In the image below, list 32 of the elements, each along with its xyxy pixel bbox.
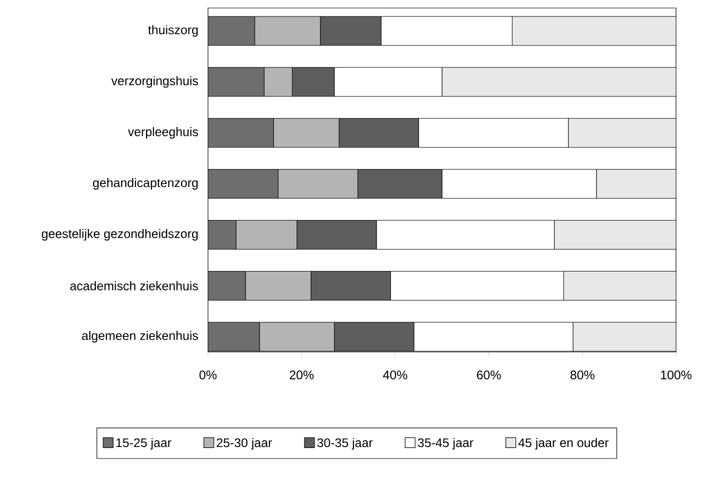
x-tick-label: 60%: [476, 370, 501, 380]
legend-label: 30-35 jaar: [317, 438, 373, 450]
y-tick-label: academisch ziekenhuis: [70, 281, 198, 290]
bar: [208, 220, 236, 250]
x-tick-label: 20%: [290, 370, 314, 380]
bar: [208, 16, 256, 46]
x-tick-label: 0%: [199, 370, 217, 380]
legend-label: 25-30 jaar: [216, 438, 272, 450]
legend-label: 15-25 jaar: [116, 438, 172, 450]
y-tick-label: verzorgingshuis: [111, 76, 198, 88]
y-tick-label: verpleeghuis: [128, 127, 198, 139]
x-tick-label: 80%: [570, 370, 594, 380]
x-tick-label: 100%: [661, 370, 692, 380]
bar: [208, 118, 274, 148]
bar: [442, 67, 676, 97]
y-tick-label: gehandicaptenzorg: [93, 178, 198, 190]
x-tick-label: 40%: [383, 370, 408, 380]
legend-label: 35-45 jaar: [418, 438, 474, 450]
bar: [554, 220, 676, 250]
y-tick-label: algemeen ziekenhuis: [82, 330, 198, 343]
bar: [208, 67, 264, 97]
bar: [208, 271, 246, 301]
bar: [208, 169, 278, 199]
y-tick-label: thuiszorg: [148, 25, 198, 37]
y-tick-label: geestelijke gezondheidszorg: [42, 228, 198, 241]
legend-label: 45 jaar en ouder: [518, 438, 609, 450]
bar: [596, 169, 676, 199]
bar: [512, 16, 676, 46]
bar: [563, 271, 676, 301]
bar: [572, 322, 676, 352]
bar: [568, 118, 676, 148]
bar: [208, 322, 260, 352]
